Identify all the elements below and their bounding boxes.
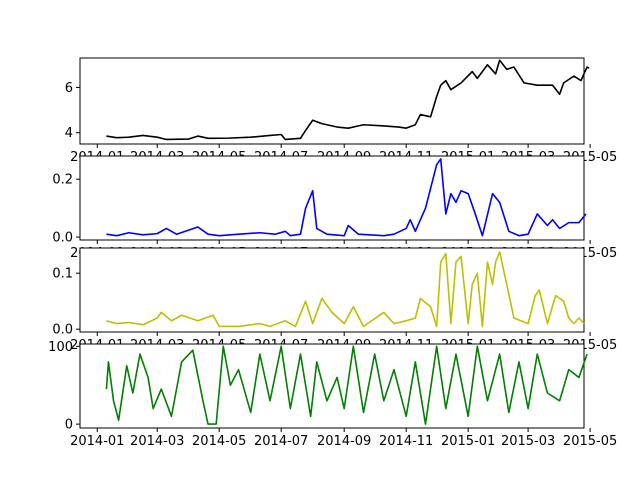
y-tick-label: 6 [65,81,73,96]
series-line-1 [106,59,590,141]
chart-panel-1: 462014-012014-032014-052014-072014-09201… [65,57,617,165]
series-line-1 [106,158,587,237]
y-tick-label: 0 [65,418,73,433]
chart-panel-2: 0.00.22014-012014-032014-052014-072014-0… [52,155,617,261]
y-tick-label: 0.1 [52,267,73,282]
chart-panel-4: 0 100 2014-01 2014-03 2014-05 2014-07 2014-09 2… [48,340,617,449]
x-tick-label: 2014-05 [192,434,246,449]
x-tick-label: 2015-03 [501,434,555,449]
panels: 4 6 2014-01 2014-03 2014-05 2014-07 2014-09 201… [48,57,617,449]
series-line-1 [105,345,588,425]
series-line-1 [106,251,585,328]
y-tick-label: 4 [65,126,73,141]
x-tick-label: 2014-09 [317,434,371,449]
axes-frame [79,57,585,145]
x-tick-label: 2014-11 [379,434,433,449]
y-tick-label: 0.0 [52,231,73,246]
x-tick-label: 2015-01 [441,434,495,449]
axes-frame [79,155,585,241]
chart-panel-3: 0.00.12014-012014-032014-052014-072014-0… [52,247,617,353]
x-tick-label: 2015-05 [563,434,617,449]
y-tick-label: 0.2 [52,173,73,188]
y-tick-label: 100 [48,340,73,355]
x-tick-label: 2014-03 [130,434,184,449]
axes-frame [79,343,585,429]
x-tick-label: 2014-07 [254,434,308,449]
y-tick-label: 0.0 [52,323,73,338]
x-tick-label: 2014-01 [70,434,124,449]
axes-frame [79,247,585,333]
